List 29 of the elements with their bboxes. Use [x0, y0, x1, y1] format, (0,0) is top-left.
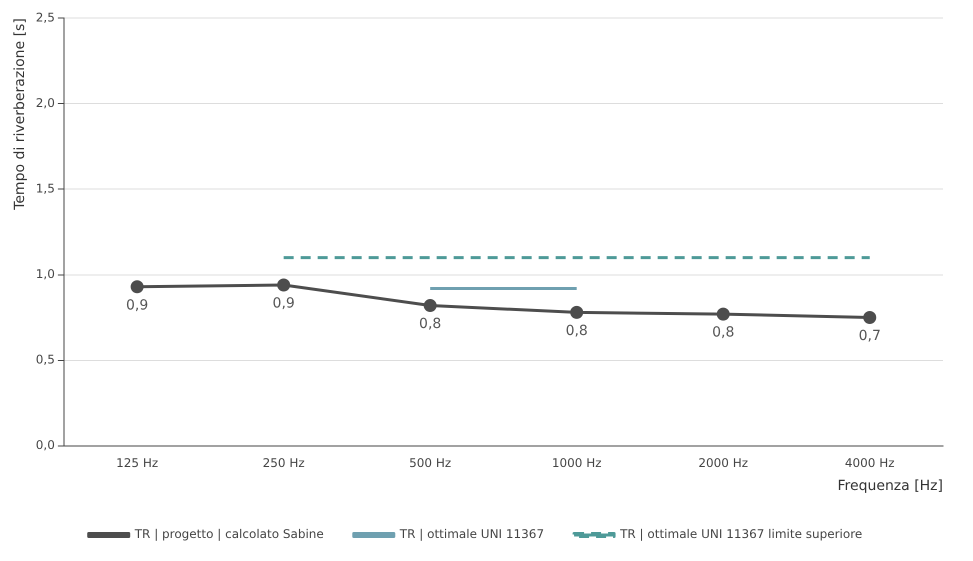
data-label: 0,7 — [858, 328, 881, 344]
point — [277, 278, 290, 292]
point — [863, 311, 876, 324]
data-label: 0,9 — [126, 297, 148, 314]
y-tick-label: 0,0 — [36, 438, 55, 452]
x-tick-label: 1000 Hz — [552, 456, 602, 470]
data-label: 0,8 — [419, 316, 442, 332]
x-tick-label: 2000 Hz — [698, 456, 748, 470]
data-label: 0,9 — [272, 296, 295, 312]
data-label: 0,8 — [566, 323, 588, 340]
y-tick-label: 2,5 — [36, 10, 55, 24]
point — [130, 280, 144, 294]
data-label: 0,8 — [712, 324, 734, 341]
point — [570, 306, 584, 319]
legend-label: TR | progetto | calcolato Sabine — [134, 527, 324, 542]
x-tick-label: 500 Hz — [409, 456, 452, 470]
y-tick-label: 1,5 — [36, 181, 55, 196]
x-axis-title: Frequenza [Hz] — [837, 478, 943, 494]
point — [424, 299, 437, 312]
y-tick-label: 2,0 — [36, 96, 55, 110]
y-axis-title: Tempo di riverberazione [s] — [12, 18, 28, 211]
y-tick-label: 1,0 — [36, 266, 55, 281]
x-tick-label: 125 Hz — [116, 456, 158, 470]
point — [716, 308, 730, 321]
legend-label: TR | ottimale UNI 11367 — [398, 527, 544, 542]
x-tick-label: 4000 Hz — [844, 456, 895, 470]
y-tick-label: 0,5 — [36, 352, 55, 366]
x-tick-label: 250 Hz — [262, 456, 305, 470]
legend-label: TR | ottimale UNI 11367 limite superiore — [619, 527, 862, 542]
